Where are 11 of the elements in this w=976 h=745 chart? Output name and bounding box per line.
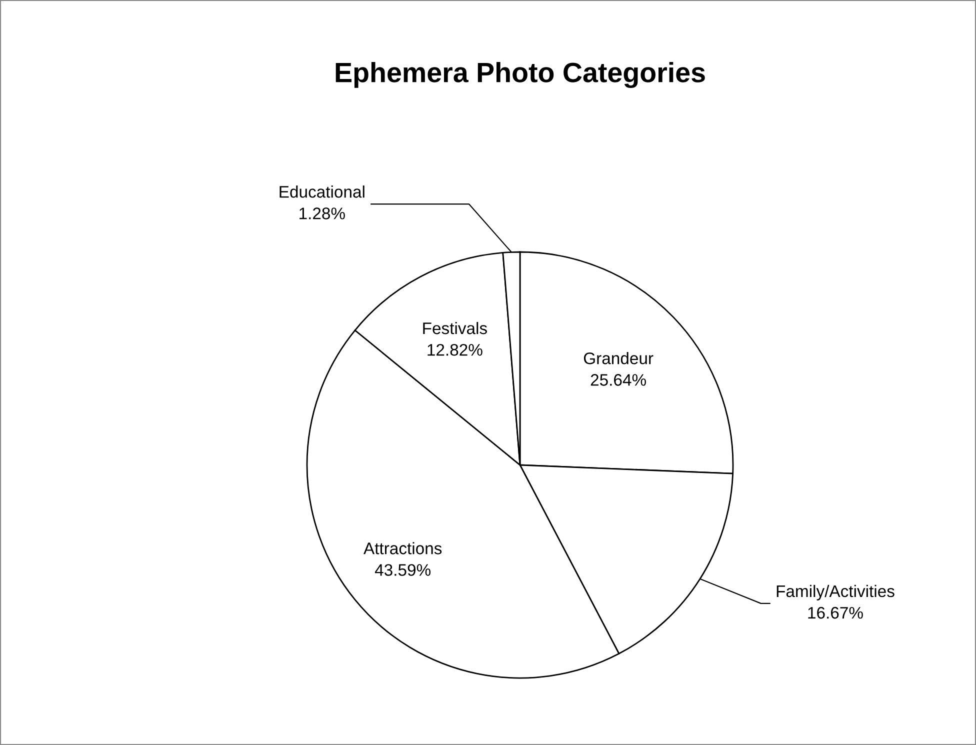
data-label: 43.59% (374, 564, 431, 576)
slice-label: Grandeur (584, 352, 654, 364)
data-label: 16.67% (808, 606, 863, 619)
slice-label: Family/Activities (776, 584, 894, 600)
data-label: 25.64% (590, 374, 646, 386)
slice-label: Educational (280, 186, 364, 198)
chart-title: Ephemera Photo Categories (336, 62, 705, 88)
data-label: 12.82% (428, 344, 482, 356)
slice-label: Attractions (364, 542, 442, 554)
data-label: 1.28% (300, 208, 345, 220)
slice-label: Festivals (423, 322, 487, 334)
